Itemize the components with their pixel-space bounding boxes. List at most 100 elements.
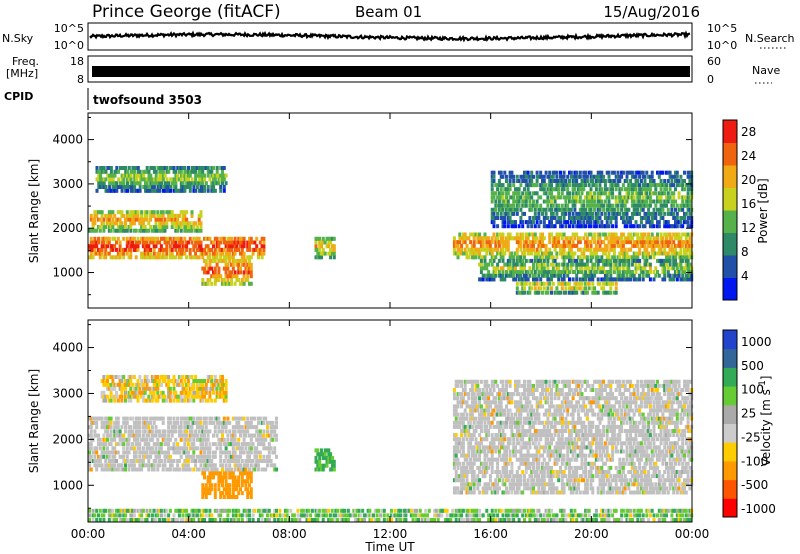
velocity-cell [127,394,131,399]
power-cell [221,278,224,282]
power-cell [571,251,575,256]
velocity-cell [224,467,228,472]
velocity-cell [188,398,192,403]
power-cell [499,266,503,271]
velocity-cell [152,467,156,472]
power-cell [670,247,674,252]
velocity-cell [185,459,189,463]
power-cell [132,247,136,252]
power-cell [620,258,624,263]
velocity-cell [131,467,135,472]
power-cell [605,270,609,274]
power-cell [569,255,573,260]
power-cell [560,203,564,208]
velocity-cell [150,398,154,403]
power-cell [524,258,528,263]
power-cell [539,207,543,212]
power-cell [557,232,561,237]
power-cell [186,240,190,245]
power-cell [141,244,145,249]
velocity-cell [217,471,221,476]
power-cell [514,262,517,267]
velocity-cell [125,437,129,442]
power-cell [550,286,553,291]
velocity-cell [469,490,473,495]
power-cell [107,251,111,256]
power-cell [167,169,171,174]
velocity-cell [201,446,205,451]
velocity-cell [224,479,228,484]
power-cell [541,187,544,192]
power-cell [618,251,622,256]
velocity-cell [192,420,196,425]
power-cell [648,220,652,225]
power-cell [672,183,676,188]
velocity-cell [97,459,100,463]
power-cell [546,258,550,263]
power-cell [158,166,162,170]
power-cell [246,240,250,245]
power-cell [623,247,627,252]
power-cell [562,243,566,248]
power-cell [648,203,652,208]
velocity-cell [167,446,171,451]
power-cell [331,251,334,256]
velocity-cell [465,412,469,417]
velocity-cell [201,483,205,488]
power-cell [215,255,219,260]
power-cell [625,273,629,278]
power-cell [240,236,244,241]
velocity-cell [231,475,235,480]
power-cell [656,170,659,175]
power-cell [625,191,629,196]
power-cell [665,170,668,175]
velocity-cell [116,429,120,434]
power-cell [684,262,688,267]
power-cell [668,277,672,282]
velocity-cell [452,396,456,401]
velocity-cell [168,386,172,391]
power-cell [632,273,636,278]
velocity-cell [228,467,232,472]
power-cell [587,277,591,282]
power-cell [524,277,528,282]
power-cell [643,216,647,220]
power-cell [639,232,643,237]
power-cell [172,240,176,245]
power-cell [661,240,665,245]
velocity-cell [271,437,275,442]
power-cell [107,236,111,241]
power-cell [645,199,649,204]
power-cell [161,210,165,215]
power-cell [505,273,508,278]
velocity-cell [159,382,163,387]
velocity-cell [145,386,149,391]
power-cell [248,247,251,252]
velocity-cell [152,433,156,438]
power-cell [665,258,668,263]
velocity-cell [255,437,259,442]
velocity-cell [152,450,156,455]
power-cell [641,183,645,188]
power-cell [657,207,661,212]
velocity-cell [219,390,223,395]
velocity-cell [212,386,215,391]
power-cell [661,262,665,267]
power-cell [528,216,532,220]
velocity-cell [106,433,109,438]
velocity-cell [172,386,176,391]
power-cell [89,251,93,256]
velocity-cell [93,429,97,434]
power-cell [672,262,676,267]
velocity-cell [185,433,189,438]
power-cell [181,244,185,249]
power-cell [546,273,550,278]
velocity-cell [460,383,464,388]
velocity-cell [456,420,460,425]
velocity-cell [266,446,269,451]
velocity-cell [246,475,250,480]
power-cell [106,213,109,218]
velocity-cell [269,429,273,434]
power-cell [208,278,212,282]
velocity-cell [246,459,250,463]
